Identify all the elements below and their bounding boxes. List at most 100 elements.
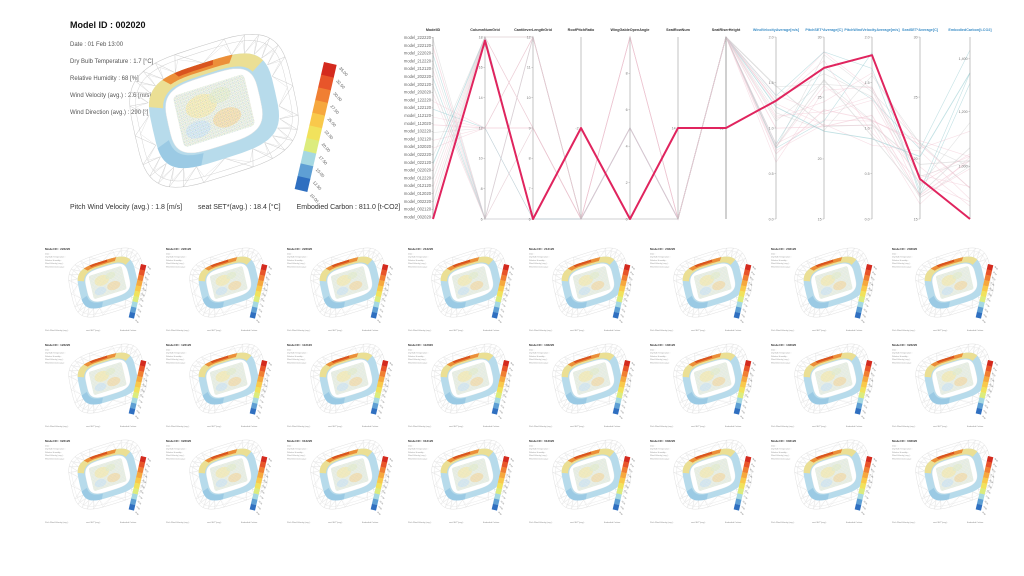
model-id-label[interactable]: model_112120: [404, 113, 432, 118]
thumbnail-caption: Pitch Wind Velocity (avg.) : seat SET*(av…: [45, 329, 138, 332]
model-id-label[interactable]: model_022120: [404, 160, 432, 165]
model-thumbnail[interactable]: Model ID : 022120 Date :Dry Bulb Temperat…: [40, 434, 161, 529]
caption-pitch-wind-velocity: Pitch Wind Velocity (avg.) : 1.8 [m/s]: [70, 204, 183, 211]
model-id-label[interactable]: model_222020: [404, 51, 432, 56]
model-id-label[interactable]: model_202120: [404, 82, 432, 87]
model-thumbnail[interactable]: Model ID : 122120 Date :Dry Bulb Temperat…: [161, 338, 282, 433]
model-id-label[interactable]: model_022220: [404, 152, 432, 157]
model-thumbnail[interactable]: Model ID : 112020 Date :Dry Bulb Temperat…: [403, 338, 524, 433]
model-thumbnail[interactable]: Model ID : 002220 Date :Dry Bulb Temperat…: [645, 434, 766, 529]
model-id-label[interactable]: model_202220: [404, 74, 432, 79]
axis-label[interactable]: PitchSET*Average[C]: [805, 28, 843, 32]
model-thumbnail[interactable]: Model ID : 112120 Date :Dry Bulb Temperat…: [282, 338, 403, 433]
legend-tick: 15.00: [742, 501, 746, 506]
thumbnail-info-line: Wind Direction (avg.) :: [771, 361, 791, 364]
model-thumbnail[interactable]: Model ID : 002120 Date :Dry Bulb Temperat…: [766, 434, 887, 529]
model-id-label[interactable]: model_012220: [404, 175, 432, 180]
model-id-label[interactable]: model_102220: [404, 129, 432, 134]
model-thumbnail[interactable]: Model ID : 222220 Date :Dry Bulb Temperat…: [40, 242, 161, 337]
model-thumbnail[interactable]: Model ID : 222120 Date :Dry Bulb Temperat…: [161, 242, 282, 337]
model-thumbnail[interactable]: Model ID : 012120 Date :Dry Bulb Temperat…: [403, 434, 524, 529]
model-thumbnail[interactable]: Model ID : 022220 Date :Dry Bulb Temperat…: [887, 338, 1008, 433]
legend-tick: 35.00: [994, 266, 998, 271]
legend-tick: 27.50: [990, 378, 994, 383]
model-id-label[interactable]: model_222220: [404, 35, 432, 40]
selected-model-panel: Model ID : 002020 Date : 01 Feb 13:00 Dr…: [0, 0, 400, 238]
axis-label[interactable]: SeatRiserHeight: [712, 28, 741, 32]
axis-tick: 2: [626, 181, 628, 185]
legend-tick: 15.00: [137, 309, 141, 314]
stadium-3d-view[interactable]: 35.0032.5030.0027.5025.0022.5020.0017.50…: [112, 24, 382, 214]
model-id-label[interactable]: model_122120: [404, 105, 432, 110]
axis-label[interactable]: EmbodiedCarbon[t-CO2]: [948, 28, 992, 32]
model-thumbnail[interactable]: Model ID : 012020 Date :Dry Bulb Temperat…: [524, 434, 645, 529]
color-legend: 35.0032.5030.0027.5025.0022.5020.0017.50…: [975, 264, 998, 324]
axis-label[interactable]: ColumnNumGrid: [470, 28, 500, 32]
model-id-label[interactable]: model_112020: [404, 121, 432, 126]
model-thumbnail[interactable]: Model ID : 102020 Date :Dry Bulb Temperat…: [766, 338, 887, 433]
model-thumbnail[interactable]: Model ID : 022020 Date :Dry Bulb Temperat…: [161, 434, 282, 529]
model-id-label[interactable]: model_012120: [404, 183, 432, 188]
model-thumbnail[interactable]: Model ID : 002020 Date :Dry Bulb Temperat…: [887, 434, 1008, 529]
stadium-model: [915, 343, 994, 414]
model-thumbnail[interactable]: Model ID : 122220 Date :Dry Bulb Temperat…: [40, 338, 161, 433]
stadium-model: [68, 247, 147, 318]
model-id-label[interactable]: model_222120: [404, 43, 432, 48]
model-thumbnail[interactable]: Model ID : 102120 Date :Dry Bulb Temperat…: [645, 338, 766, 433]
axis-label[interactable]: SeatRowNum: [666, 28, 690, 32]
legend-tick: 22.50: [624, 293, 628, 298]
model-id-label[interactable]: model_202020: [404, 90, 432, 95]
legend-tick: 27.50: [143, 474, 147, 479]
axis-tick: 15: [818, 217, 822, 221]
model-id-label[interactable]: model_102120: [404, 136, 432, 141]
thumbnail-info-line: Date :: [892, 349, 898, 352]
thumbnail-info-line: Dry Bulb Temperature :: [892, 448, 913, 451]
model-id-label[interactable]: model_002020: [404, 214, 432, 219]
highlighted-model-line[interactable]: [432, 39, 971, 220]
thumbnail-info-line: Wind Direction (avg.) :: [287, 265, 307, 268]
axis-label[interactable]: WindVelocityAverage[m/s]: [753, 28, 800, 32]
axis-label[interactable]: RoofPitchRatio: [568, 28, 595, 32]
model-thumbnail[interactable]: Model ID : 202020 Date :Dry Bulb Temperat…: [887, 242, 1008, 337]
model-id-label[interactable]: model_102020: [404, 144, 432, 149]
color-legend: 35.0032.5030.0027.5025.0022.5020.0017.50…: [491, 264, 514, 324]
axis-label[interactable]: CantileverLengthGrid: [514, 28, 552, 32]
legend-tick: 30.00: [507, 277, 511, 282]
legend-tick: 27.50: [264, 378, 268, 383]
model-id-label[interactable]: model_122220: [404, 97, 432, 102]
legend-tick: 12.50: [740, 314, 744, 319]
legend-tick: 25.00: [747, 287, 751, 292]
model-thumbnail[interactable]: Model ID : 102220 Date :Dry Bulb Temperat…: [524, 338, 645, 433]
axis-label[interactable]: PitchWindVelocityAverage[m/s]: [844, 28, 900, 32]
model-thumbnail[interactable]: Model ID : 202220 Date :Dry Bulb Temperat…: [645, 242, 766, 337]
model-thumbnail[interactable]: Model ID : 212120 Date :Dry Bulb Temperat…: [524, 242, 645, 337]
model-id-label[interactable]: model_212220: [404, 58, 432, 63]
model-thumbnail[interactable]: Model ID : 212220 Date :Dry Bulb Temperat…: [403, 242, 524, 337]
model-thumbnail[interactable]: Model ID : 012220 Date :Dry Bulb Temperat…: [282, 434, 403, 529]
thumbnail-info-line: Dry Bulb Temperature :: [45, 256, 66, 259]
thumbnail-info-line: Wind Direction (avg.) :: [529, 265, 549, 268]
model-id-label[interactable]: model_022020: [404, 168, 432, 173]
legend-tick: 32.50: [508, 367, 512, 372]
model-id-label[interactable]: model_012020: [404, 191, 432, 196]
thumbnail-caption: Pitch Wind Velocity (avg.) : seat SET*(av…: [166, 425, 259, 428]
legend-tick: 22.50: [987, 389, 991, 394]
legend-tick: 17.50: [622, 303, 626, 308]
axis-tick: 30: [914, 35, 918, 39]
legend-tick: 15.00: [863, 405, 867, 410]
axis-label[interactable]: WingGableOpenAngle: [611, 28, 650, 32]
model-id-label[interactable]: model_002220: [404, 199, 432, 204]
model-id-label[interactable]: model_002120: [404, 207, 432, 212]
thumbnail-info-line: Dry Bulb Temperature :: [45, 448, 66, 451]
stadium-model: [915, 439, 994, 510]
model-thumbnail[interactable]: Model ID : 222020 Date :Dry Bulb Temperat…: [282, 242, 403, 337]
parallel-coordinates-plot[interactable]: model_222220 model_222120 model_222020mode…: [398, 20, 1018, 232]
model-thumbnail[interactable]: Model ID : 202120 Date :Dry Bulb Temperat…: [766, 242, 887, 337]
model-id-label[interactable]: model_212120: [404, 66, 432, 71]
legend-tick: 25.00: [263, 287, 267, 292]
axis-label[interactable]: SeatSET*Average[C]: [902, 28, 939, 32]
legend-tick: 35.00: [510, 362, 514, 367]
thumbnail-info-line: Wind Velocity (avg.) :: [771, 454, 790, 457]
legend-tick: 30.00: [628, 373, 632, 378]
axis-label[interactable]: ModelID: [426, 28, 441, 32]
